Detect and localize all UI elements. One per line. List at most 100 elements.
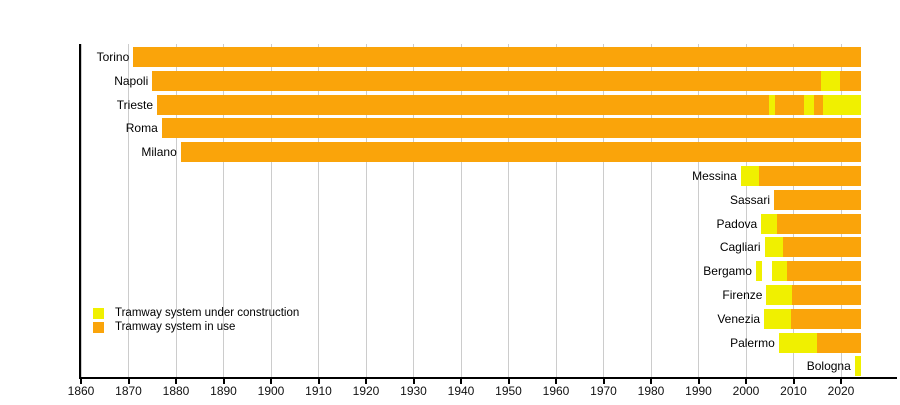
legend-label-in-use: Tramway system in use xyxy=(115,321,236,333)
bar-segment-cagliari-construction xyxy=(764,237,784,258)
tick-mark-1870 xyxy=(127,379,130,384)
bar-segment-trieste-in_use xyxy=(774,94,805,115)
tick-mark-1930 xyxy=(412,379,415,384)
gridline-1900 xyxy=(270,44,272,377)
bar-segment-messina-in_use xyxy=(759,166,861,186)
bar-segment-napoli-construction xyxy=(821,70,840,91)
tick-mark-2000 xyxy=(745,379,747,384)
tick-label-1930: 1930 xyxy=(400,384,427,398)
legend-item-in-use: Tramway system in use xyxy=(93,320,299,334)
tick-label-1870: 1870 xyxy=(115,384,142,398)
tick-mark-1940 xyxy=(460,379,462,384)
row-label-roma: Roma xyxy=(125,121,158,136)
bar-segment-padova-construction xyxy=(761,213,778,234)
tick-label-2020: 2020 xyxy=(827,384,855,398)
row-label-firenze: Firenze xyxy=(722,288,763,302)
bar-segment-padova-in_use xyxy=(777,213,861,234)
row-label-napoli: Napoli xyxy=(114,73,149,88)
row-label-trieste: Trieste xyxy=(116,97,153,112)
tick-mark-1910 xyxy=(317,379,320,384)
tick-mark-1980 xyxy=(650,379,652,384)
tick-label-1980: 1980 xyxy=(637,384,665,398)
row-label-cagliari: Cagliari xyxy=(719,240,761,255)
gridline-1950 xyxy=(508,44,509,377)
tick-label-1970: 1970 xyxy=(590,384,617,398)
row-label-bergamo: Bergamo xyxy=(703,264,752,279)
tick-mark-1990 xyxy=(697,379,700,384)
tick-mark-2020 xyxy=(840,379,842,384)
tick-label-1940: 1940 xyxy=(447,384,475,398)
tick-label-1960: 1960 xyxy=(542,384,570,398)
tick-label-1890: 1890 xyxy=(210,384,237,398)
row-label-sassari: Sassari xyxy=(730,192,771,207)
row-label-milano: Milano xyxy=(141,145,177,160)
bar-segment-venezia-in_use xyxy=(791,308,861,329)
tick-label-1880: 1880 xyxy=(162,384,190,398)
bar-segment-palermo-construction xyxy=(778,332,817,353)
legend-label-construction: Tramway system under construction xyxy=(115,307,300,319)
bar-segment-trieste-construction xyxy=(769,94,775,115)
tick-label-1990: 1990 xyxy=(685,384,712,398)
tick-mark-1900 xyxy=(270,379,272,384)
bar-segment-napoli-in_use xyxy=(152,70,822,91)
row-label-padova: Padova xyxy=(716,216,758,231)
tick-mark-1970 xyxy=(602,379,605,384)
bar-segment-trieste-construction xyxy=(804,94,814,115)
row-label-torino: Torino xyxy=(96,50,130,64)
legend: Tramway system under construction Tramwa… xyxy=(93,306,299,334)
bar-segment-trieste-construction xyxy=(822,94,861,115)
gridline-1880 xyxy=(175,44,177,377)
bar-segment-bologna-construction xyxy=(854,356,861,377)
x-axis-line xyxy=(79,377,897,379)
row-label-venezia: Venezia xyxy=(717,311,761,326)
bar-segment-trieste-in_use xyxy=(157,94,770,115)
tick-label-2010: 2010 xyxy=(780,384,807,398)
tick-mark-2010 xyxy=(792,379,795,384)
bar-segment-cagliari-in_use xyxy=(783,237,861,258)
tick-mark-1950 xyxy=(507,379,510,384)
tick-label-1860: 1860 xyxy=(67,384,95,398)
bar-segment-palermo-in_use xyxy=(816,332,861,353)
in-use-color-swatch xyxy=(93,321,104,333)
tick-mark-1890 xyxy=(222,379,225,384)
gridline-2000 xyxy=(745,44,747,377)
bar-segment-venezia-construction xyxy=(764,308,792,329)
legend-item-construction: Tramway system under construction xyxy=(93,306,299,320)
row-label-bologna: Bologna xyxy=(806,359,851,374)
tick-label-1950: 1950 xyxy=(495,384,522,398)
tick-mark-1920 xyxy=(365,379,367,384)
bar-segment-bergamo-in_use xyxy=(786,261,861,282)
gridline-1930 xyxy=(413,44,414,377)
bar-segment-napoli-in_use xyxy=(839,70,861,91)
gridline-1990 xyxy=(698,44,699,377)
bar-segment-messina-construction xyxy=(740,166,760,186)
gridline-1960 xyxy=(555,44,557,377)
gridline-1970 xyxy=(603,44,604,377)
bar-segment-bergamo-construction xyxy=(771,261,787,282)
tick-label-1900: 1900 xyxy=(257,384,285,398)
bar-segment-firenze-in_use xyxy=(791,285,861,305)
tick-mark-1960 xyxy=(555,379,557,384)
gridline-2010 xyxy=(793,44,794,377)
gridline-1860 xyxy=(80,44,82,377)
row-label-messina: Messina xyxy=(692,169,737,183)
y-axis-line xyxy=(79,44,81,378)
gridline-1890 xyxy=(223,44,224,377)
bar-segment-sassari-in_use xyxy=(774,189,861,210)
bar-segment-torino-in_use xyxy=(133,47,861,67)
tick-mark-1860 xyxy=(80,379,82,384)
gridline-2020 xyxy=(840,44,842,377)
bar-segment-bergamo-construction xyxy=(755,261,762,282)
gridline-1870 xyxy=(128,44,129,377)
bar-segment-milano-in_use xyxy=(180,142,861,163)
gridline-1910 xyxy=(318,44,319,377)
gridline-1920 xyxy=(365,44,367,377)
bar-segment-roma-in_use xyxy=(161,118,861,139)
tick-label-2000: 2000 xyxy=(732,384,760,398)
bar-segment-firenze-construction xyxy=(766,285,792,305)
gridline-1940 xyxy=(460,44,462,377)
tick-label-1910: 1910 xyxy=(305,384,332,398)
tick-mark-1880 xyxy=(175,379,177,384)
row-label-palermo: Palermo xyxy=(730,335,775,350)
